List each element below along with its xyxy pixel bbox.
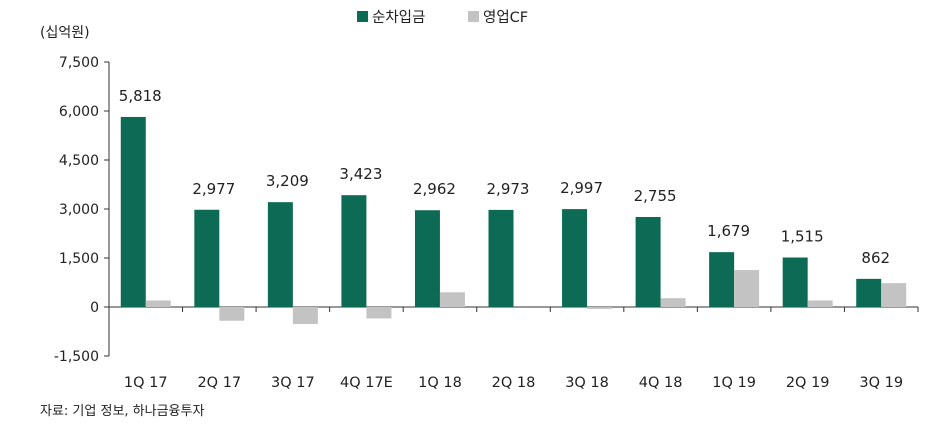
x-axis: 1Q 17 2Q 17 3Q 17 4Q 17E 1Q 18 2Q 18 3Q 18 4Q 1… (108, 306, 919, 391)
net-debt-data-label: 2,977 (192, 180, 235, 198)
net-debt-data-label: 1,679 (707, 222, 750, 240)
y-tick-label: 1,500 (59, 251, 99, 267)
net-debt-data-label: 2,962 (413, 180, 456, 198)
x-category-label: 2Q 18 (492, 375, 536, 391)
legend: 순차입금 영업CF (357, 9, 528, 26)
data-labels: 5,818 2,977 3,209 3,423 2,962 2,973 2,997 2,755… (119, 87, 890, 267)
source-note: 자료: 기업 정보, 하나금융투자 (40, 404, 205, 419)
bars (120, 116, 907, 324)
x-category-label: 4Q 17E (340, 375, 393, 391)
net-debt-bar (709, 252, 735, 307)
operating-cf-bar (881, 283, 907, 307)
operating-cf-bar (219, 307, 245, 321)
operating-cf-bar (587, 307, 613, 309)
net-debt-data-label: 2,997 (560, 179, 603, 197)
net-debt-bar (414, 210, 440, 307)
legend-swatch-operating-cf (468, 11, 479, 22)
operating-cf-bar (439, 292, 465, 307)
operating-cf-bar (734, 270, 760, 307)
legend-label-operating-cf: 영업CF (483, 9, 528, 26)
legend-swatch-net-debt (357, 11, 368, 22)
operating-cf-bar (366, 307, 392, 319)
x-category-label: 3Q 19 (859, 375, 903, 391)
x-category-label: 3Q 17 (271, 375, 315, 391)
operating-cf-bar (292, 307, 318, 324)
x-category-label: 2Q 17 (197, 375, 241, 391)
net-debt-bar (194, 209, 220, 307)
legend-label-net-debt: 순차입금 (372, 9, 425, 26)
operating-cf-bar (145, 300, 171, 307)
x-category-label: 3Q 18 (565, 375, 609, 391)
y-axis-unit-label: (십억원) (40, 25, 90, 41)
y-tick-label: 7,500 (59, 55, 99, 71)
y-axis: -1,500 0 1,500 3,000 4,500 6,000 7,500 (54, 55, 110, 365)
net-debt-data-label: 2,755 (634, 187, 677, 205)
net-debt-data-label: 5,818 (119, 87, 162, 105)
operating-cf-bar (660, 298, 686, 307)
net-debt-data-label: 3,209 (266, 172, 309, 190)
net-debt-bar (635, 217, 661, 307)
net-debt-data-label: 1,515 (781, 228, 824, 246)
x-category-label: 4Q 18 (639, 375, 683, 391)
x-category-label: 1Q 17 (124, 375, 168, 391)
net-debt-bar (856, 278, 882, 307)
net-debt-bar (267, 202, 293, 307)
y-tick-label: 3,000 (59, 202, 99, 218)
net-debt-bar (562, 209, 588, 307)
net-debt-bar (120, 116, 146, 307)
operating-cf-bar (807, 300, 833, 307)
net-debt-bar (782, 257, 808, 307)
net-debt-bar (341, 195, 367, 307)
net-debt-bar (488, 209, 514, 307)
x-category-label: 2Q 19 (786, 375, 830, 391)
y-tick-label: -1,500 (54, 349, 99, 365)
y-tick-label: 4,500 (59, 153, 99, 169)
net-debt-data-label: 862 (861, 249, 890, 267)
x-category-label: 1Q 19 (712, 375, 756, 391)
net-debt-data-label: 3,423 (339, 165, 382, 183)
net-debt-data-label: 2,973 (487, 180, 530, 198)
y-tick-label: 6,000 (59, 104, 99, 120)
y-tick-label: 0 (90, 300, 99, 316)
x-category-label: 1Q 18 (418, 375, 462, 391)
